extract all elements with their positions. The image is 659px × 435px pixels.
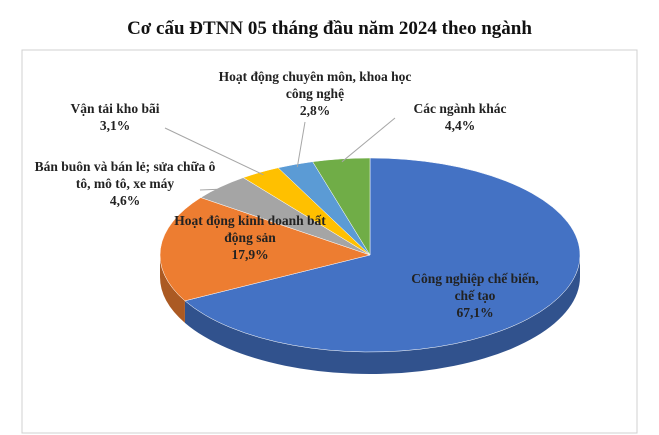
slice-side — [184, 255, 580, 375]
value-label: 67,1% — [456, 305, 494, 320]
value-label: 3,1% — [99, 118, 131, 133]
category-name: Công nghiệp chế biến, chế tạo — [411, 271, 539, 303]
leader-line — [341, 117, 396, 163]
category-name: Hoạt động chuyên môn, khoa học công nghệ — [218, 69, 412, 101]
slice-side — [160, 255, 185, 323]
value-label: 4,4% — [444, 118, 476, 133]
category-name: Hoạt động kinh doanh bất động sản — [174, 213, 326, 245]
slice — [312, 157, 371, 256]
chart-border — [21, 49, 638, 434]
value-label: 2,8% — [299, 103, 331, 118]
slice-label: Công nghiệp chế biến, chế tạo 67,1% — [400, 270, 550, 321]
leader-line — [199, 188, 225, 191]
value-label: 4,6% — [109, 193, 141, 208]
chart-title: Cơ cấu ĐTNN 05 tháng đầu năm 2024 theo n… — [127, 18, 532, 39]
slice-label: Hoạt động chuyên môn, khoa học công nghệ… — [215, 68, 415, 119]
category-name: Các ngành khác — [413, 101, 507, 116]
slice-label: Vận tải kho bãi 3,1% — [50, 100, 180, 134]
leader-line — [164, 127, 264, 176]
slice-label: Các ngành khác 4,4% — [395, 100, 525, 134]
category-name: Vận tải kho bãi — [70, 101, 160, 116]
leader-line — [296, 121, 306, 168]
slice — [159, 197, 371, 302]
slice — [184, 157, 581, 353]
category-name: Bán buôn và bán lẻ; sửa chữa ô tô, mô tô… — [34, 159, 216, 191]
slice-label: Hoạt động kinh doanh bất động sản 17,9% — [170, 212, 330, 263]
slice-label: Bán buôn và bán lẻ; sửa chữa ô tô, mô tô… — [30, 158, 220, 209]
value-label: 17,9% — [231, 247, 269, 262]
